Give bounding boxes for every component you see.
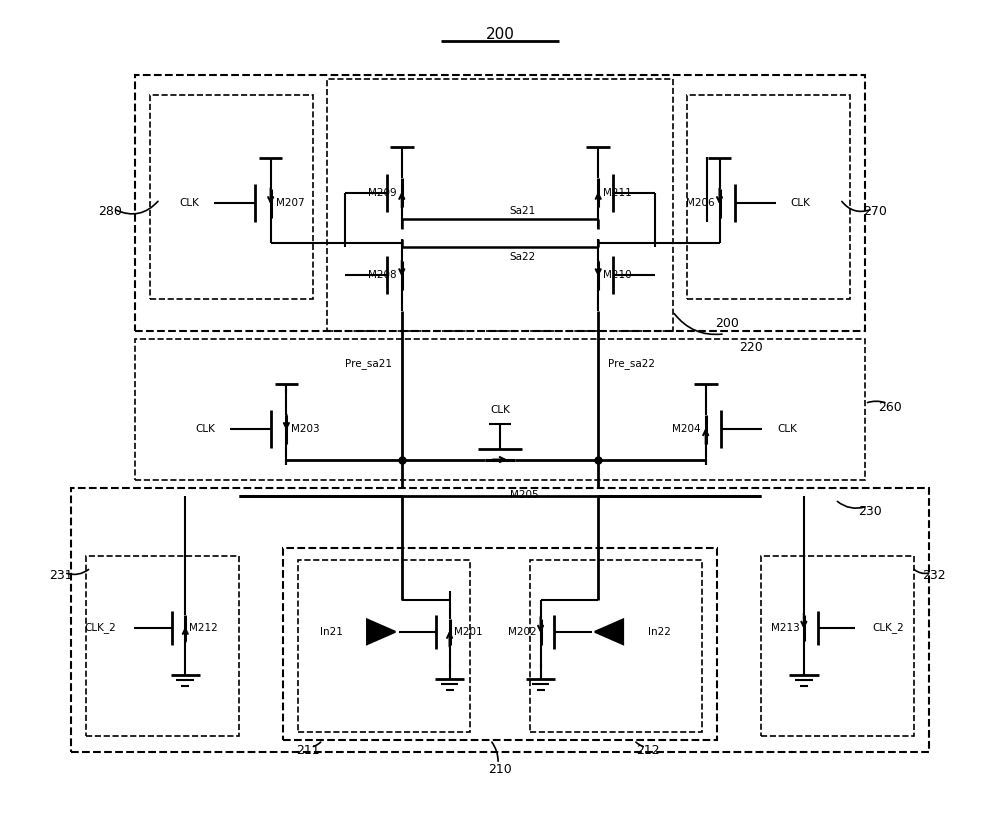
Text: 212: 212 <box>636 744 660 757</box>
Text: M210: M210 <box>603 271 632 280</box>
Text: 210: 210 <box>488 763 512 776</box>
Polygon shape <box>595 619 623 644</box>
Text: 200: 200 <box>486 28 514 42</box>
Bar <box>71 487 929 752</box>
Bar <box>327 79 673 332</box>
Text: M206: M206 <box>686 198 715 208</box>
Bar <box>761 556 914 736</box>
Text: In22: In22 <box>648 627 671 637</box>
Text: M209: M209 <box>368 187 397 198</box>
Text: Pre_sa22: Pre_sa22 <box>608 358 655 369</box>
Text: M202: M202 <box>508 627 537 637</box>
Text: 280: 280 <box>99 205 122 218</box>
Text: M213: M213 <box>771 623 800 632</box>
Text: 200: 200 <box>715 317 739 330</box>
Bar <box>687 95 850 299</box>
Text: 231: 231 <box>49 569 73 582</box>
Text: CLK: CLK <box>490 405 510 415</box>
Text: 230: 230 <box>858 505 882 518</box>
Bar <box>150 95 313 299</box>
Text: M205: M205 <box>510 490 538 500</box>
Text: Pre_sa21: Pre_sa21 <box>345 358 392 369</box>
Text: CLK: CLK <box>791 198 811 208</box>
Text: M208: M208 <box>368 271 397 280</box>
Text: M201: M201 <box>454 627 482 637</box>
Bar <box>530 560 702 732</box>
Text: CLK_2: CLK_2 <box>873 623 904 633</box>
Text: In21: In21 <box>320 627 342 637</box>
Text: CLK: CLK <box>777 424 797 434</box>
Text: 270: 270 <box>863 205 887 218</box>
Text: M203: M203 <box>291 424 320 434</box>
Text: CLK: CLK <box>179 198 199 208</box>
Text: 220: 220 <box>740 341 763 354</box>
Text: 260: 260 <box>878 401 901 414</box>
Bar <box>135 339 865 479</box>
Text: M211: M211 <box>603 187 632 198</box>
Text: Sa22: Sa22 <box>510 252 536 262</box>
Text: 211: 211 <box>296 744 320 757</box>
Text: CLK: CLK <box>195 424 215 434</box>
Text: Sa21: Sa21 <box>510 206 536 216</box>
Bar <box>135 75 865 332</box>
Text: M204: M204 <box>672 424 701 434</box>
Polygon shape <box>367 619 395 644</box>
Text: M212: M212 <box>189 623 218 632</box>
Bar <box>86 556 239 736</box>
Bar <box>298 560 470 732</box>
Text: M207: M207 <box>276 198 304 208</box>
Text: 232: 232 <box>922 569 946 582</box>
Bar <box>283 548 717 740</box>
Text: CLK_2: CLK_2 <box>85 623 116 633</box>
